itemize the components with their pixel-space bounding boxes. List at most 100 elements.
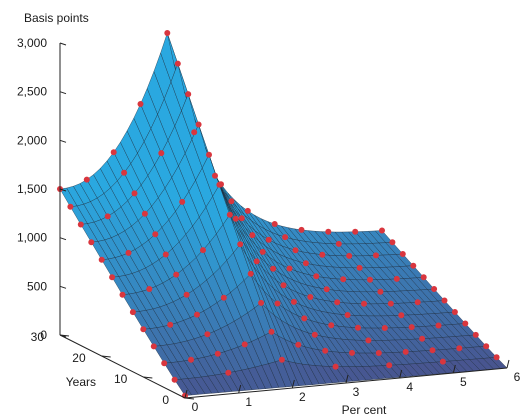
data-marker: [171, 376, 178, 383]
data-marker: [146, 286, 153, 292]
data-marker: [387, 300, 394, 307]
data-marker: [270, 265, 277, 272]
data-marker: [420, 274, 427, 281]
data-marker: [393, 275, 400, 282]
data-marker: [352, 228, 359, 235]
data-marker: [419, 335, 426, 342]
data-marker: [398, 312, 405, 319]
tick-mark: [59, 237, 67, 241]
data-marker: [173, 271, 180, 278]
data-marker: [373, 252, 379, 259]
data-marker: [241, 341, 248, 348]
data-marker: [325, 228, 332, 235]
data-marker: [311, 331, 318, 338]
data-marker: [104, 213, 111, 220]
data-marker: [162, 251, 169, 258]
data-marker: [307, 294, 314, 300]
data-marker: [67, 203, 74, 210]
data-marker: [414, 299, 421, 306]
data-marker: [174, 60, 181, 67]
data-marker: [356, 264, 363, 271]
data-markers: [57, 30, 500, 399]
data-marker: [191, 129, 198, 136]
data-marker: [125, 249, 132, 256]
data-marker: [77, 221, 84, 228]
z-tick-label: 2,500: [17, 85, 47, 99]
surface-mesh: [59, 32, 508, 396]
data-marker: [340, 276, 347, 283]
data-marker: [367, 276, 373, 283]
data-marker: [332, 363, 339, 370]
data-marker: [206, 151, 212, 158]
data-marker: [179, 198, 186, 205]
data-marker: [194, 311, 200, 318]
tick-mark: [291, 379, 295, 389]
data-marker: [259, 248, 266, 255]
data-marker: [328, 322, 335, 329]
data-marker: [228, 198, 235, 205]
data-marker: [88, 239, 95, 246]
z-tick-label: 3,000: [17, 36, 47, 50]
data-marker: [137, 101, 144, 107]
data-marker: [429, 347, 436, 354]
data-marker: [472, 331, 479, 338]
data-marker: [349, 349, 355, 356]
data-marker: [379, 227, 385, 234]
percent-tick-label: 0: [192, 400, 199, 414]
data-marker: [258, 299, 265, 306]
data-marker: [402, 348, 409, 355]
data-marker: [185, 91, 192, 98]
tick-mark: [184, 397, 195, 400]
data-marker: [399, 251, 406, 257]
data-marker: [286, 265, 293, 272]
tick-mark: [59, 139, 67, 143]
percent-tick-label: 2: [299, 390, 306, 404]
data-marker: [313, 273, 320, 280]
tick-mark: [101, 355, 111, 358]
data-marker: [298, 226, 305, 233]
data-marker: [462, 320, 469, 327]
data-marker: [204, 331, 211, 338]
data-marker: [265, 236, 272, 243]
data-marker: [365, 337, 372, 344]
data-marker: [195, 121, 202, 128]
data-marker: [381, 325, 388, 331]
data-marker: [431, 286, 438, 292]
z-axis-title: Basis points: [24, 11, 89, 25]
data-marker: [274, 300, 281, 307]
data-marker: [301, 315, 308, 322]
data-marker: [322, 347, 329, 354]
data-marker: [493, 354, 500, 361]
data-marker: [268, 328, 275, 335]
data-marker: [441, 297, 448, 304]
data-marker: [408, 324, 415, 331]
data-marker: [323, 286, 330, 293]
tick-mark: [59, 285, 67, 289]
data-marker: [435, 322, 442, 329]
data-marker: [386, 362, 393, 369]
data-marker: [247, 270, 254, 277]
data-marker: [271, 221, 278, 227]
data-marker: [140, 326, 147, 333]
tick-mark: [59, 334, 70, 337]
data-marker: [295, 341, 302, 348]
tick-mark: [59, 42, 67, 46]
percent-tick-label: 3: [353, 385, 360, 399]
data-marker: [439, 358, 446, 365]
data-marker: [232, 215, 239, 222]
z-tick-label: 0: [40, 328, 47, 342]
data-marker: [253, 258, 260, 265]
data-marker: [334, 299, 341, 306]
years-tick-label: 10: [114, 372, 128, 386]
data-marker: [188, 356, 194, 363]
z-tick-label: 500: [27, 279, 47, 293]
years-axis-line: [59, 334, 186, 399]
data-marker: [377, 288, 384, 295]
data-marker: [152, 231, 159, 238]
data-marker: [280, 282, 287, 289]
tick-mark: [143, 376, 153, 379]
data-marker: [141, 210, 148, 217]
tick-mark: [452, 364, 456, 374]
data-marker: [249, 232, 256, 239]
